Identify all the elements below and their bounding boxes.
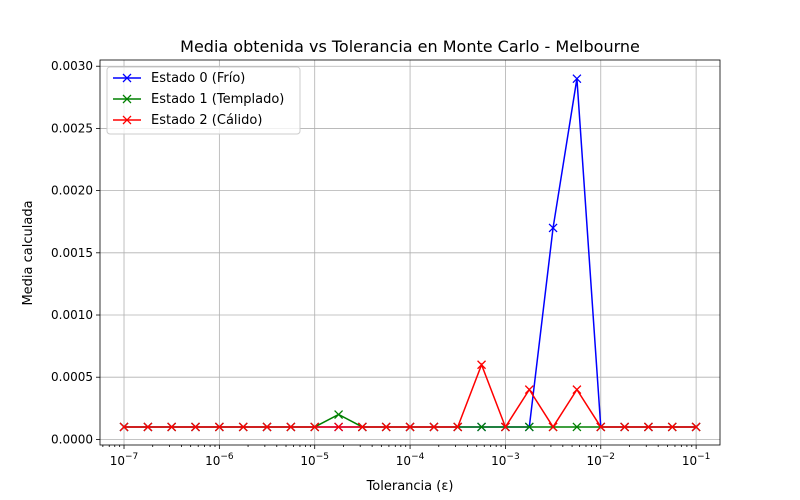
data-point [643,422,653,432]
y-tick-label: 0.0020 [51,184,93,198]
y-tick-label: 0.0005 [51,370,93,384]
legend-entry-2: Estado 2 (Cálido) [113,113,262,128]
data-point [214,422,224,432]
legend-marker-0 [122,73,132,83]
data-point [691,422,701,432]
data-point [310,422,320,432]
data-point [119,422,129,432]
y-tick-label: 0.0030 [51,59,93,73]
ticks: 10−7 10−6 10−5 10−4 10−3 10−2 10−1 0.0000 0.0005… [51,59,710,468]
data-point [572,385,582,395]
grid [100,60,720,445]
legend-label-0: Estado 0 (Frío) [151,71,245,86]
data-point [667,422,677,432]
x-tick-label: 10−7 [110,452,139,468]
x-tick-label: 10−2 [586,452,615,468]
legend-label-1: Estado 1 (Templado) [151,92,284,107]
y-tick-label: 0.0025 [51,121,93,135]
data-point [477,360,487,370]
data-point [381,422,391,432]
y-tick-label: 0.0010 [51,308,93,322]
legend-marker-2 [122,115,132,125]
x-tick-label: 10−3 [491,452,520,468]
y-tick-label: 0.0015 [51,246,93,260]
data-point [238,422,248,432]
legend-entry-1: Estado 1 (Templado) [113,92,284,107]
legend: Estado 0 (Frío) Estado 1 (Templado) Esta… [106,66,301,135]
legend-box [106,66,301,135]
data-point [429,422,439,432]
x-tick-label: 10−5 [300,452,329,468]
data-point [167,422,177,432]
legend-marker-1 [122,94,132,104]
data-point [357,422,367,432]
data-point [524,422,534,432]
x-axis-label: Tolerancia (ε) [366,479,454,494]
x-tick-label: 10−6 [205,452,234,468]
data-point [191,422,200,432]
y-tick-label: 0.0000 [51,432,93,446]
y-axis-label: Media calculada [21,200,36,305]
data-point [548,223,558,233]
series-layer [119,74,701,432]
series-2 [119,360,701,432]
data-point [262,422,272,432]
data-point [334,410,344,419]
x-tick-label: 10−1 [682,452,711,468]
data-point [453,422,463,432]
legend-entry-0: Estado 0 (Frío) [113,71,245,86]
data-point [620,422,630,432]
data-point [143,422,153,432]
legend-label-2: Estado 2 (Cálido) [151,113,262,128]
data-point [334,422,344,432]
data-point [572,422,582,432]
data-point [548,422,558,432]
data-point [572,74,582,84]
data-point [524,385,534,395]
data-point [286,422,296,432]
chart-title: Media obtenida vs Tolerancia en Monte Ca… [180,37,640,56]
x-tick-label: 10−4 [396,452,425,468]
data-point [500,422,510,432]
data-point [596,422,606,432]
data-point [405,422,415,432]
data-point [477,422,487,432]
